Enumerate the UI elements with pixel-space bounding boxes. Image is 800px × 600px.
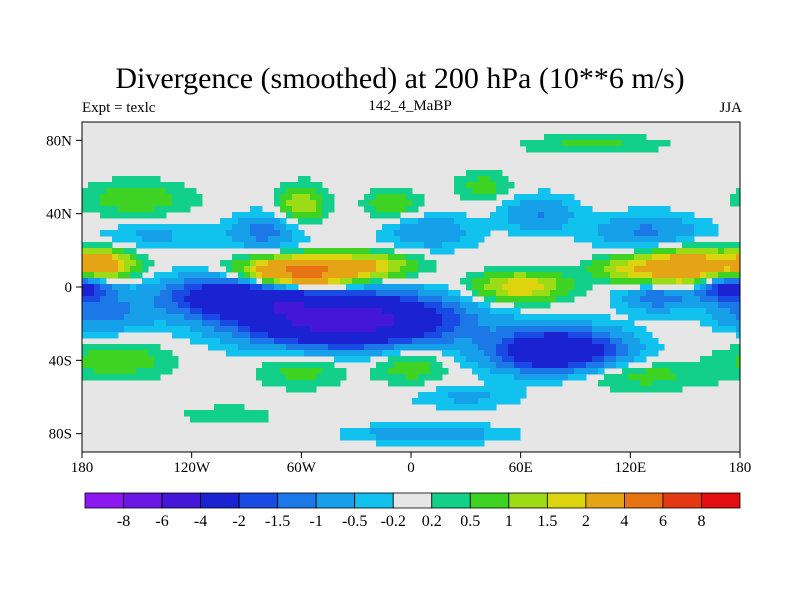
x-tick-label: 60E: [509, 460, 533, 476]
colorbar-box: [238, 492, 279, 509]
experiment-label: Expt = texlc: [82, 100, 156, 116]
x-tick-label: 0: [407, 460, 415, 476]
colorbar-label: 6: [659, 513, 667, 530]
colorbar-label: -0.2: [381, 513, 406, 530]
colorbar-label: -1: [310, 513, 323, 530]
colorbar-box: [123, 492, 163, 509]
colorbar-label: -1.5: [265, 513, 290, 530]
y-tick-label: 0: [65, 280, 73, 296]
colorbar-box: [315, 492, 356, 509]
colorbar-box: [701, 492, 741, 509]
colorbar-label: 1: [505, 513, 513, 530]
colorbar-label: 0.2: [422, 513, 442, 530]
chart-title: Divergence (smoothed) at 200 hPa (10**6 …: [115, 62, 685, 95]
colorbar-label: 0.5: [460, 513, 480, 530]
colorbar-box: [546, 492, 587, 509]
y-tick-label: 40S: [49, 353, 72, 369]
colorbar-box: [161, 492, 201, 509]
colorbar-label: 8: [697, 513, 705, 530]
y-tick-label: 80S: [49, 427, 72, 443]
colorbar-box: [662, 492, 702, 509]
x-tick-label: 180: [71, 460, 94, 476]
colorbar-box: [431, 492, 471, 509]
colorbar-label: -2: [232, 513, 245, 530]
colorbar-label: 4: [620, 513, 628, 530]
colorbar-box: [354, 492, 394, 509]
colorbar-label: -0.5: [342, 513, 367, 530]
colorbar-label: -8: [117, 513, 130, 530]
colorbar-label: 1.5: [537, 513, 557, 530]
colorbar-box: [624, 492, 664, 509]
x-tick-label: 120W: [173, 460, 211, 476]
colorbar-box: [392, 492, 433, 509]
y-tick-label: 40N: [46, 207, 72, 223]
x-tick-label: 60W: [287, 460, 317, 476]
x-tick-label: 120E: [614, 460, 646, 476]
colorbar-box: [508, 492, 548, 509]
x-tick-label: 180: [729, 460, 752, 476]
colorbar-box: [277, 492, 317, 509]
colorbar-box: [200, 492, 240, 509]
colorbar-label: 2: [582, 513, 590, 530]
colorbar-box: [469, 492, 510, 509]
season-label: JJA: [719, 100, 742, 116]
run-label: 142_4_MaBP: [368, 98, 452, 114]
colorbar-label: -4: [194, 513, 207, 530]
colorbar-box: [585, 492, 625, 509]
colorbar-box: [84, 492, 124, 509]
contour-fill: [82, 134, 740, 447]
y-tick-label: 80N: [46, 133, 72, 149]
colorbar-label: -6: [155, 513, 168, 530]
